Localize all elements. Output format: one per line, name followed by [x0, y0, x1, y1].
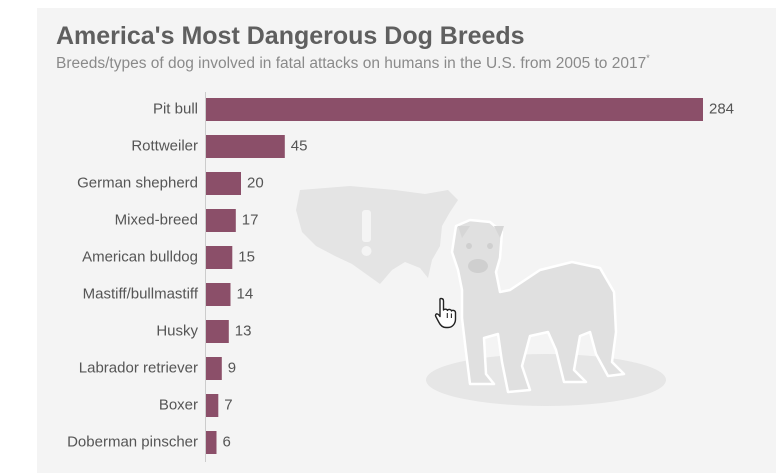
category-label-pit-bull: Pit bull	[153, 100, 198, 117]
category-label-husky: Husky	[156, 322, 198, 339]
bar-mixed-breed	[206, 209, 236, 232]
value-label-american-bulldog: 15	[238, 248, 255, 265]
value-label-mastiff-bullmastiff: 14	[237, 285, 254, 302]
footnote-marker: *	[646, 53, 650, 63]
category-label-mixed-breed: Mixed-breed	[115, 211, 198, 228]
category-labels-group: Pit bull Rottweiler German shepherd Mixed-b…	[67, 100, 199, 450]
exclamation-icon	[362, 210, 371, 242]
value-label-doberman-pinscher: 6	[223, 433, 231, 450]
bar-boxer	[206, 394, 219, 417]
chart-subtitle: Breeds/types of dog involved in fatal at…	[56, 53, 650, 73]
exclamation-dot	[361, 246, 372, 256]
background-illustration	[296, 186, 666, 406]
bars-group	[206, 98, 703, 454]
bar-mastiff-bullmastiff	[206, 283, 231, 306]
bar-american-bulldog	[206, 246, 233, 269]
bar-pit-bull	[206, 98, 703, 121]
bar-labrador-retriever	[206, 357, 222, 380]
value-label-pit-bull: 284	[709, 100, 734, 117]
hand-pointer-cursor-icon	[433, 296, 461, 335]
value-label-rottweiler: 45	[291, 137, 308, 154]
dog-shadow	[426, 354, 666, 406]
bar-german-shepherd	[206, 172, 241, 195]
category-label-rottweiler: Rottweiler	[131, 137, 198, 154]
value-label-mixed-breed: 17	[242, 211, 259, 228]
usa-map-icon	[296, 186, 458, 284]
value-labels-group: 284 45 20 17 15 14 13 9 7 6	[223, 100, 735, 450]
category-label-mastiff-bullmastiff: Mastiff/bullmastiff	[83, 285, 199, 302]
category-label-german-shepherd: German shepherd	[77, 174, 198, 191]
category-label-labrador-retriever: Labrador retriever	[79, 359, 198, 376]
bar-rottweiler	[206, 135, 285, 158]
bar-husky	[206, 320, 229, 343]
value-label-labrador-retriever: 9	[228, 359, 236, 376]
category-label-american-bulldog: American bulldog	[82, 248, 198, 265]
category-label-boxer: Boxer	[159, 396, 198, 413]
chart-title: America's Most Dangerous Dog Breeds	[56, 22, 525, 50]
value-label-boxer: 7	[224, 396, 232, 413]
pit-bull-dog-icon	[450, 218, 626, 394]
bar-doberman-pinscher	[206, 431, 217, 454]
category-label-doberman-pinscher: Doberman pinscher	[67, 433, 198, 450]
value-label-husky: 13	[235, 322, 252, 339]
chart-subtitle-text: Breeds/types of dog involved in fatal at…	[56, 55, 647, 72]
value-label-german-shepherd: 20	[247, 174, 264, 191]
